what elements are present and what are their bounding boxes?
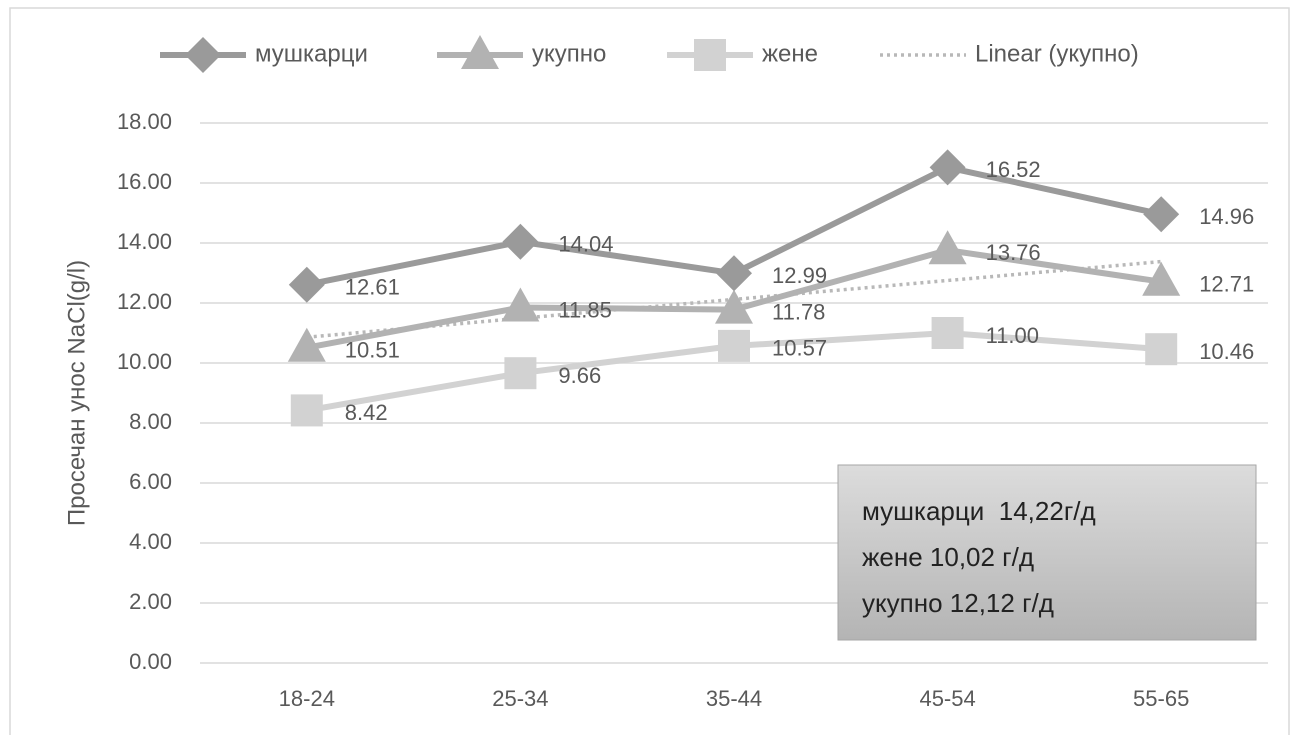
y-tick-label: 8.00 xyxy=(129,409,172,434)
marker xyxy=(288,266,325,303)
annotation-box xyxy=(837,464,1257,641)
y-tick-label: 10.00 xyxy=(117,349,172,374)
legend-marker xyxy=(461,35,499,69)
marker xyxy=(290,394,323,427)
y-tick-label: 18.00 xyxy=(117,109,172,134)
marker xyxy=(501,287,540,322)
annotation-text: жене 10,02 г/д xyxy=(862,542,1034,572)
marker xyxy=(1143,196,1180,233)
marker xyxy=(718,329,750,362)
data-label: 11.00 xyxy=(986,323,1039,348)
marker xyxy=(504,357,537,390)
x-tick-label: 45-54 xyxy=(919,686,975,711)
data-label: 11.85 xyxy=(558,297,611,322)
y-tick-label: 12.00 xyxy=(117,289,172,314)
data-label: 10.57 xyxy=(772,336,827,361)
y-tick-label: 16.00 xyxy=(117,169,172,194)
y-tick-label: 0.00 xyxy=(129,649,172,674)
marker xyxy=(287,327,326,362)
data-label: 9.66 xyxy=(558,363,601,388)
x-tick-label: 55-65 xyxy=(1133,686,1189,711)
annotation-text: мушкарци 14,22г/д xyxy=(862,496,1096,526)
legend-label: мушкарци xyxy=(255,40,368,67)
marker xyxy=(715,289,753,324)
marker xyxy=(1142,261,1181,296)
x-tick-label: 35-44 xyxy=(706,686,762,711)
data-label: 10.46 xyxy=(1199,339,1254,364)
marker xyxy=(1145,333,1178,366)
legend-label: жене xyxy=(762,40,818,67)
legend-marker xyxy=(185,37,221,73)
y-axis-label: Просечан унос NaCl(g/l) xyxy=(63,260,90,526)
y-tick-label: 14.00 xyxy=(117,229,172,254)
data-label: 13.76 xyxy=(986,240,1041,265)
data-label: 12.61 xyxy=(345,275,400,300)
x-tick-label: 25-34 xyxy=(492,686,548,711)
marker xyxy=(502,223,539,260)
y-tick-label: 2.00 xyxy=(129,589,172,614)
marker xyxy=(716,255,752,292)
legend-label: Linear (укупно) xyxy=(975,40,1139,67)
data-label: 12.99 xyxy=(772,263,827,288)
annotation-text: укупно 12,12 г/д xyxy=(862,588,1054,618)
legend-label: укупно xyxy=(532,40,606,67)
y-tick-label: 4.00 xyxy=(129,529,172,554)
y-tick-label: 6.00 xyxy=(129,469,172,494)
data-label: 8.42 xyxy=(345,400,388,425)
marker xyxy=(928,230,967,265)
data-label: 10.51 xyxy=(345,338,400,363)
marker xyxy=(931,317,964,349)
data-label: 12.71 xyxy=(1199,272,1254,297)
data-label: 14.04 xyxy=(558,232,613,257)
data-label: 11.78 xyxy=(772,299,825,324)
legend-marker xyxy=(694,39,726,71)
data-label: 14.96 xyxy=(1199,204,1254,229)
data-label: 16.52 xyxy=(986,157,1041,182)
marker xyxy=(929,149,966,186)
x-tick-label: 18-24 xyxy=(279,686,335,711)
